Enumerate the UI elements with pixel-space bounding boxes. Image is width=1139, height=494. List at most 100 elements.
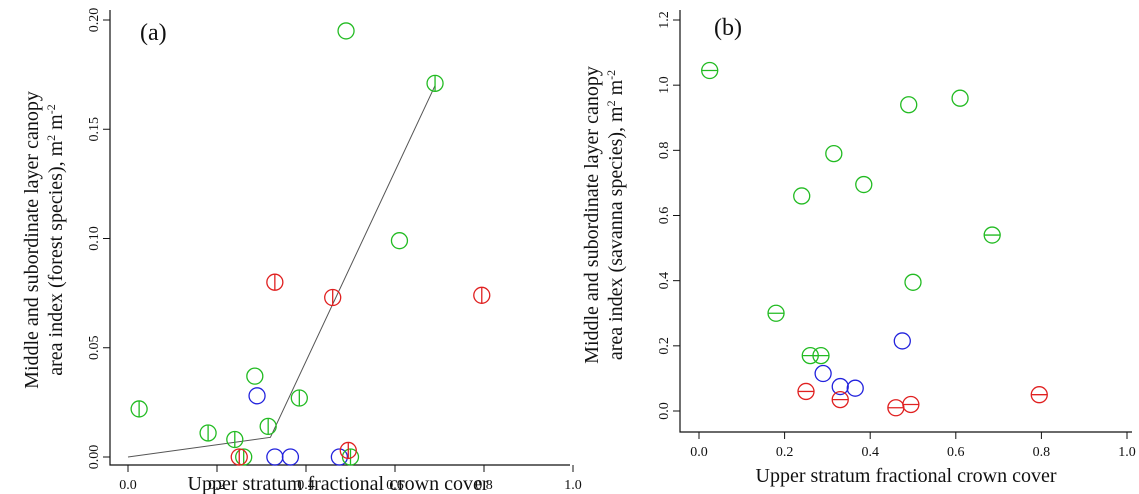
panel-a-x-tick-label: 0.8 (475, 478, 493, 493)
panel-b-point-marker (855, 175, 873, 194)
panel-b-y-tick-label: 1.0 (657, 76, 672, 94)
panel-a-y-axis-title-line2: area index (forest species), m2 m-2 (44, 104, 67, 375)
panel-b-point-marker (846, 379, 864, 397)
panel-b-point-marker (904, 273, 922, 291)
panel-b-y-tick-label: 0.6 (657, 207, 672, 225)
panel-a-x-axis-title: Upper stratum fractional crown cover (188, 473, 489, 494)
panel-a-points (130, 22, 491, 466)
panel-b-point (825, 144, 843, 163)
panel-b-axes (679, 10, 1132, 433)
panel-a-point (235, 448, 253, 466)
panel-a-fit-line (127, 85, 436, 458)
panel-b-point-marker (951, 89, 969, 107)
panel-b-y-tick-label: 0.4 (657, 272, 672, 290)
panel-b-x-tick-label: 1.0 (1118, 445, 1136, 460)
panel-b-x-tick-label: 0.0 (690, 445, 708, 460)
panel-b-y-axis-title-line2: area index (savanna species), m2 m-2 (604, 70, 627, 360)
panel-b-x-ticks: 0.0 0.2 0.4 0.6 0.8 1.0 (690, 432, 1136, 460)
panel-a-point (341, 448, 360, 466)
panel-a-y-tick-label: 0.15 (87, 117, 102, 142)
panel-a-label: (a) (140, 20, 167, 46)
panel-b-point-marker (825, 144, 843, 163)
panel-b-point (904, 273, 922, 291)
panel-a-point-marker (248, 387, 266, 405)
panel-b-y-axis-title-text: area index (savanna species), m (605, 106, 627, 360)
panel-a-point (426, 74, 444, 93)
panel-a-x-tick-label: 0.4 (297, 478, 315, 493)
panel-a-y-tick-label: 0.10 (87, 226, 102, 251)
panel-b-x-tick-label: 0.2 (776, 445, 794, 460)
panel-a-point (290, 389, 308, 407)
panel-a-point (230, 448, 248, 466)
panel-a-point-marker (337, 22, 355, 40)
panel-b-point (767, 304, 785, 322)
panel-a-y-axis-title-text: area index (forest species), m (45, 140, 67, 375)
panel-a: 0.0 0.2 0.4 0.6 0.8 1.0 0.000.050.100.150.20 … (21, 8, 582, 494)
panel-a-point (281, 448, 300, 466)
panel-a-point (248, 387, 266, 405)
panel-b-x-tick-label: 0.4 (861, 445, 879, 460)
panel-b-x-tick-label: 0.8 (1033, 445, 1051, 460)
panel-b-point (793, 187, 811, 205)
panel-b-point (812, 346, 830, 365)
panel-a-point-marker (281, 448, 300, 466)
panel-b-point (846, 379, 864, 397)
panel-b-points (701, 61, 1048, 417)
panel-a-point (337, 22, 355, 40)
panel-a-y-axis-title-sup2: -2 (44, 104, 58, 114)
panel-a-x-tick-label: 0.2 (208, 478, 226, 493)
panel-b-point-marker (893, 332, 911, 350)
panel-a-point (226, 430, 244, 449)
panel-b-y-axis-title-sup2: -2 (604, 70, 618, 80)
panel-b-y-ticks: 0.0 0.2 0.4 0.6 0.8 1.0 1.2 (657, 11, 680, 420)
panel-a-y-axis-title-mid: m (45, 114, 67, 135)
panel-a-point (473, 286, 491, 304)
panel-b-point (797, 382, 815, 401)
panel-b-point-marker (814, 364, 832, 383)
panel-b-y-tick-label: 1.2 (657, 11, 672, 29)
panel-b-point (701, 61, 719, 80)
panel-b-point (1030, 386, 1048, 404)
panel-a-point-marker (266, 448, 284, 466)
panel-b-y-tick-label: 0.0 (657, 402, 672, 420)
panel-b-point-marker (831, 377, 849, 396)
panel-a-point (199, 424, 217, 442)
panel-b-point (831, 390, 849, 409)
panel-b-point (814, 364, 832, 383)
panel-b-point-marker (900, 96, 918, 114)
panel-a-y-tick-label: 0.00 (87, 445, 102, 470)
panel-a-point (324, 288, 342, 307)
panel-b-x-axis-title: Upper stratum fractional crown cover (756, 465, 1057, 487)
panel-b-y-axis-title-line1: Middle and subordinate layer canopy (581, 66, 603, 364)
panel-b-y-axis-title-sup1: 2 (604, 100, 618, 106)
panel-a-y-axis-title: Middle and subordinate layer canopy area… (21, 91, 67, 389)
panel-a-point (330, 448, 349, 466)
panel-b-label: (b) (714, 15, 742, 41)
panel-a-y-axis-title-sup1: 2 (44, 135, 58, 141)
panel-b-point (951, 89, 969, 107)
panel-a-point (130, 400, 148, 418)
panel-b-point (900, 96, 918, 114)
panel-b-y-tick-label: 0.8 (657, 142, 672, 160)
panel-b-x-tick-label: 0.6 (947, 445, 965, 460)
panel-a-y-tick-label: 0.05 (87, 336, 102, 361)
panel-b-point (902, 395, 920, 414)
panel-a-x-tick-label: 0.0 (119, 478, 137, 493)
panel-b-y-axis-title: Middle and subordinate layer canopy area… (581, 66, 627, 364)
panel-b-point (855, 175, 873, 194)
panel-b-point (887, 399, 905, 417)
panel-a-point (266, 448, 284, 466)
panel-a-point (339, 441, 357, 460)
panel-a-point-marker (330, 448, 349, 466)
panel-a-x-tick-label: 1.0 (564, 478, 582, 493)
panel-a-x-ticks: 0.0 0.2 0.4 0.6 0.8 1.0 (119, 465, 582, 493)
panel-a-point (259, 417, 277, 436)
panel-b-point (983, 226, 1001, 244)
panel-a-y-tick-label: 0.20 (87, 8, 102, 33)
panel-b-point (831, 377, 849, 396)
panel-a-point (246, 367, 264, 385)
panel-a-y-ticks: 0.00 0.05 0.10 0.15 0.20 (87, 8, 110, 470)
panel-a-x-tick-label: 0.6 (386, 478, 404, 493)
panel-a-axes (109, 10, 570, 466)
